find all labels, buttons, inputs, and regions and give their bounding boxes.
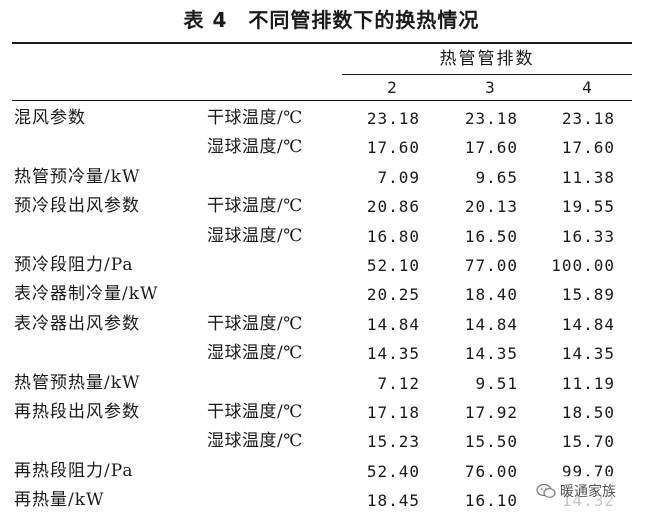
top-rule: [12, 42, 632, 44]
table-title: 表 4 不同管排数下的换热情况: [183, 8, 480, 32]
table-row: 表冷器出风参数 干球温度/℃ 14.84 14.84 14.84: [0, 310, 663, 339]
value-cell: 15.50: [464, 432, 518, 452]
row-label: 预冷段阻力/Pa: [14, 254, 134, 275]
value-cell: 20.13: [464, 197, 518, 217]
value-cell: 9.65: [475, 167, 518, 187]
value-cell: 15.70: [561, 432, 615, 452]
value-cell: 14.35: [464, 344, 518, 364]
value-cell: 52.40: [366, 461, 420, 481]
row-sublabel: 湿球温度/℃: [207, 225, 303, 246]
row-label: 热管预冷量/kW: [14, 166, 141, 187]
value-cell: 16.50: [464, 226, 518, 246]
row-label: 再热段阻力/Pa: [14, 460, 134, 481]
table-row: 再热段出风参数 干球温度/℃ 17.18 17.92 18.50: [0, 398, 663, 427]
value-cell: 11.19: [561, 373, 615, 393]
table-row: 预冷段出风参数 干球温度/℃ 20.86 20.13 19.55: [0, 192, 663, 221]
value-cell: 16.80: [366, 226, 420, 246]
value-cell: 11.38: [561, 167, 615, 187]
row-label: 预冷段出风参数: [14, 196, 140, 217]
value-cell: 20.25: [366, 285, 420, 305]
row-sublabel: 湿球温度/℃: [207, 137, 303, 158]
value-cell: 17.18: [366, 402, 420, 422]
row-sublabel: 干球温度/℃: [207, 401, 303, 422]
value-cell: 17.92: [464, 402, 518, 422]
table-row: 湿球温度/℃ 14.35 14.35 14.35: [0, 339, 663, 368]
value-cell: 20.86: [366, 197, 420, 217]
value-cell: 23.18: [464, 109, 518, 128]
value-cell: 77.00: [464, 255, 518, 275]
value-cell: 19.55: [561, 197, 615, 217]
value-cell: 16.33: [561, 226, 615, 246]
row-sublabel: 干球温度/℃: [207, 313, 303, 334]
value-cell: 14.84: [366, 314, 420, 334]
row-label: 热管预热量/kW: [14, 372, 141, 393]
value-cell: 76.00: [464, 461, 518, 481]
table-row: 湿球温度/℃ 17.60 17.60 17.60: [0, 133, 663, 162]
value-cell: 7.09: [377, 167, 420, 187]
watermark: 暖通家族: [532, 476, 620, 506]
value-cell: 100.00: [551, 255, 615, 275]
watermark-text: 暖通家族: [560, 484, 616, 500]
table-row: 湿球温度/℃ 16.80 16.50 16.33: [0, 222, 663, 251]
column-header: 3: [485, 78, 495, 97]
value-cell: 7.12: [377, 373, 420, 393]
table-row: 再热段阻力/Pa 52.40 76.00 99.70: [0, 457, 663, 486]
column-header: 4: [582, 78, 592, 97]
group-rule: [342, 74, 632, 75]
group-header: 热管管排数: [439, 49, 535, 69]
wechat-icon: [536, 483, 556, 498]
value-cell: 14.84: [561, 314, 615, 334]
value-cell: 15.89: [561, 285, 615, 305]
value-cell: 23.18: [561, 109, 615, 128]
value-cell: 14.35: [561, 344, 615, 364]
value-cell: 14.84: [464, 314, 518, 334]
value-cell: 18.40: [464, 285, 518, 305]
row-sublabel: 干球温度/℃: [207, 196, 303, 217]
table-row: 混风参数 干球温度/℃ 23.18 23.18 23.18: [0, 104, 663, 133]
table-row: 表冷器制冷量/kW 20.25 18.40 15.89: [0, 280, 663, 309]
header-rule: [12, 100, 632, 101]
table-row: 湿球温度/℃ 15.23 15.50 15.70: [0, 427, 663, 456]
table-row: 预冷段阻力/Pa 52.10 77.00 100.00: [0, 251, 663, 280]
value-cell: 16.10: [464, 491, 518, 511]
value-cell: 14.35: [366, 344, 420, 364]
value-cell: 15.23: [366, 432, 420, 452]
table-body: 混风参数 干球温度/℃ 23.18 23.18 23.18 湿球温度/℃ 17.60 17.6…: [0, 104, 663, 515]
value-cell: 52.10: [366, 255, 420, 275]
value-cell: 18.45: [366, 491, 420, 511]
row-sublabel: 湿球温度/℃: [207, 431, 303, 452]
table-row: 热管预冷量/kW 7.09 9.65 11.38: [0, 163, 663, 192]
row-label: 表冷器制冷量/kW: [14, 284, 159, 305]
value-cell: 23.18: [366, 109, 420, 128]
row-sublabel: 干球温度/℃: [207, 108, 303, 128]
row-sublabel: 湿球温度/℃: [207, 343, 303, 364]
value-cell: 18.50: [561, 402, 615, 422]
table-row: 热管预热量/kW 7.12 9.51 11.19: [0, 369, 663, 398]
value-cell: 99.70: [561, 461, 615, 481]
row-label: 再热段出风参数: [14, 401, 140, 422]
value-cell: 17.60: [464, 138, 518, 158]
row-label: 表冷器出风参数: [14, 313, 140, 334]
column-header: 2: [387, 78, 397, 97]
value-cell: 17.60: [561, 138, 615, 158]
value-cell: 9.51: [475, 373, 518, 393]
row-label: 混风参数: [14, 108, 86, 128]
row-label: 再热量/kW: [14, 490, 105, 511]
value-cell: 17.60: [366, 138, 420, 158]
